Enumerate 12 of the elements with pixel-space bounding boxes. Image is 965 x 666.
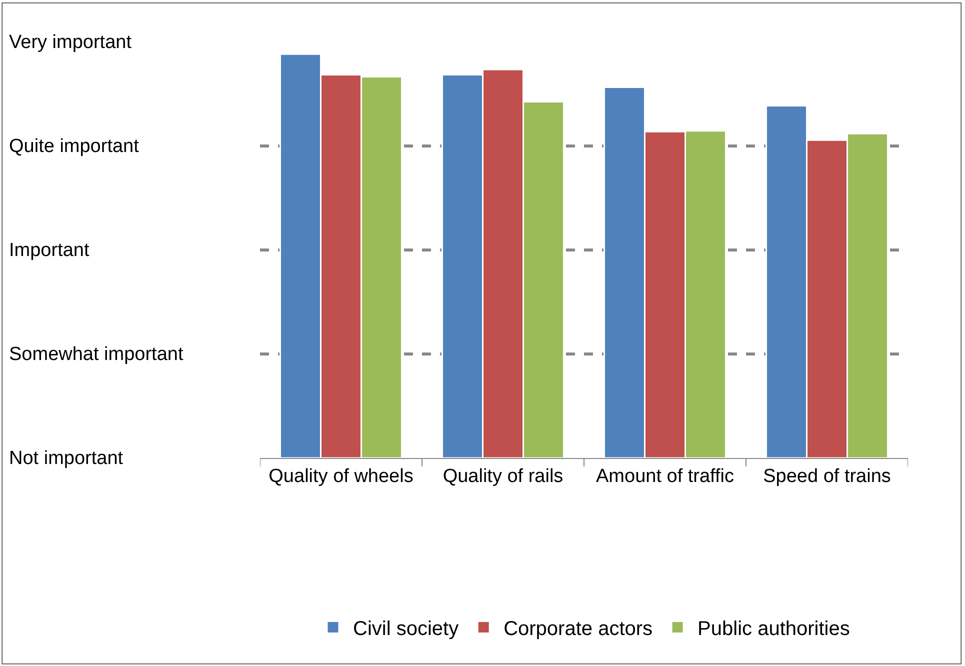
- text: Quite important: [9, 136, 140, 157]
- text: Important: [9, 240, 90, 261]
- legend-label: Corporate actors: [504, 618, 653, 640]
- x-tick-label: Amount of traffic: [596, 466, 734, 487]
- x-tick-label: Speed of trains: [763, 466, 891, 487]
- text: Very important: [9, 32, 132, 53]
- x-tick-label: Quality of rails: [442, 466, 564, 487]
- text: Not important: [9, 448, 124, 469]
- legend-label: Public authorities: [698, 618, 850, 640]
- x-tick-label: Quality of wheels: [268, 466, 414, 487]
- legend-label: Civil society: [353, 618, 459, 640]
- text: Somewhat important: [9, 344, 184, 365]
